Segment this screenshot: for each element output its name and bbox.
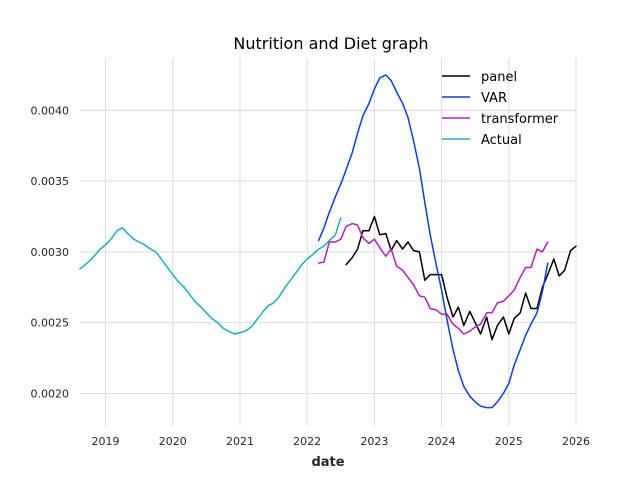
x-tick-label: 2023 [360,435,388,448]
series-line-transformer [317,222,549,335]
x-tick-label: 2021 [226,435,254,448]
legend-label: transformer [481,112,559,127]
x-tick-label: 2026 [562,435,590,448]
y-tick-labels: 0.0020 0.0025 0.0030 0.0035 0.0040 [31,104,70,400]
series-line-var [317,74,549,409]
series-line-actual [79,217,342,335]
x-tick-label: 2022 [293,435,321,448]
y-tick-label: 0.0040 [31,104,70,117]
x-tick-label: 2019 [92,435,120,448]
x-tick-labels: 2019 2020 2021 2022 2023 2024 2025 2026 [92,435,590,448]
y-tick-label: 0.0035 [31,175,70,188]
legend-label: VAR [481,91,507,106]
y-tick-label: 0.0020 [31,387,70,400]
x-tick-label: 2024 [428,435,456,448]
legend-label: panel [481,70,517,85]
x-tick-label: 2025 [495,435,523,448]
x-axis-label: date [311,455,344,470]
series-lines [79,74,577,409]
legend-label: Actual [481,133,522,148]
y-tick-label: 0.0025 [31,317,70,330]
chart-title: Nutrition and Diet graph [233,34,428,53]
legend: panel VAR transformer Actual [442,70,559,148]
series-line-panel [345,215,577,341]
y-tick-label: 0.0030 [31,246,70,259]
x-tick-label: 2020 [159,435,187,448]
grid [80,58,577,426]
